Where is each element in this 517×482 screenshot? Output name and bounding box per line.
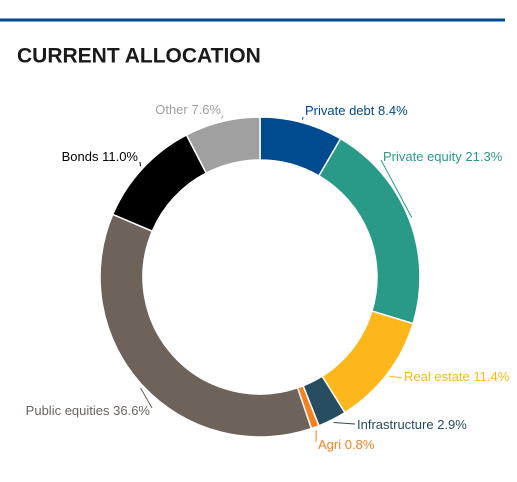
slice-label: Private debt 8.4% [305, 103, 408, 118]
slice-label: Real estate 11.4% [404, 369, 510, 384]
slice-value: 0.8% [345, 437, 375, 452]
slice-value: 2.9% [437, 417, 467, 432]
slice-value: 11.4% [473, 369, 509, 384]
slice-name: Other [155, 102, 188, 117]
leader-line [140, 387, 153, 409]
slice-label: Other 7.6% [155, 102, 221, 117]
slice-value: 7.6% [191, 102, 221, 117]
leader-line [333, 421, 356, 425]
leader-line [221, 115, 224, 119]
leader-line [389, 375, 403, 379]
slice-name: Bonds [62, 149, 99, 164]
donut-slice [185, 116, 261, 175]
leader-line [380, 159, 413, 218]
chart-title: CURRENT ALLOCATION [17, 45, 261, 68]
slice-label: Bonds 11.0% [62, 149, 139, 164]
slice-value: 36.6% [113, 403, 150, 418]
slice-label: Infrastructure 2.9% [357, 417, 467, 432]
slice-name: Agri [318, 437, 341, 452]
slice-label: Public equities 36.6% [26, 403, 151, 418]
slice-name: Public equities [26, 403, 110, 418]
slice-label: Agri 0.8% [318, 437, 375, 452]
slice-name: Private debt [305, 103, 375, 118]
slice-name: Real estate [404, 369, 470, 384]
slice-label: Private equity 21.3% [383, 149, 503, 164]
slice-value: 11.0% [102, 149, 138, 164]
slice-name: Private equity [383, 149, 462, 164]
slice-name: Infrastructure [357, 417, 434, 432]
slice-value: 21.3% [465, 149, 502, 164]
donut-slice [99, 213, 313, 438]
slice-value: 8.4% [378, 103, 408, 118]
